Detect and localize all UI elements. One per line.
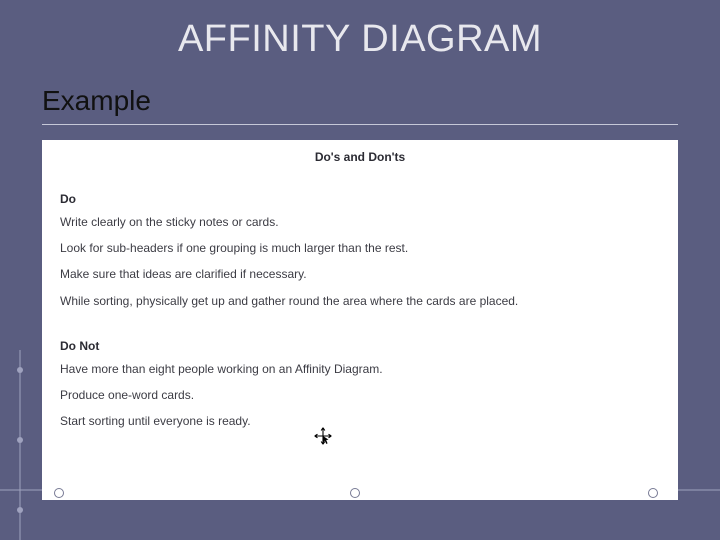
donot-item: Produce one-word cards.: [60, 387, 660, 403]
slide-subtitle: Example: [42, 85, 151, 117]
do-item: Look for sub-headers if one grouping is …: [60, 240, 660, 256]
donot-item: Start sorting until everyone is ready.: [60, 413, 660, 429]
do-section-heading: Do: [60, 192, 660, 206]
donot-section-heading: Do Not: [60, 339, 660, 353]
slide-title: AFFINITY DIAGRAM: [0, 18, 720, 61]
panel-heading: Do's and Don'ts: [60, 150, 660, 164]
move-cursor-icon: [312, 425, 334, 447]
title-underline: [42, 124, 678, 125]
do-item: Write clearly on the sticky notes or car…: [60, 214, 660, 230]
do-item: While sorting, physically get up and gat…: [60, 293, 660, 309]
do-item: Make sure that ideas are clarified if ne…: [60, 266, 660, 282]
donot-item: Have more than eight people working on a…: [60, 361, 660, 377]
deco-circle: [648, 488, 658, 498]
deco-circle: [54, 488, 64, 498]
deco-circle: [350, 488, 360, 498]
content-panel: Do's and Don'ts Do Write clearly on the …: [42, 140, 678, 500]
